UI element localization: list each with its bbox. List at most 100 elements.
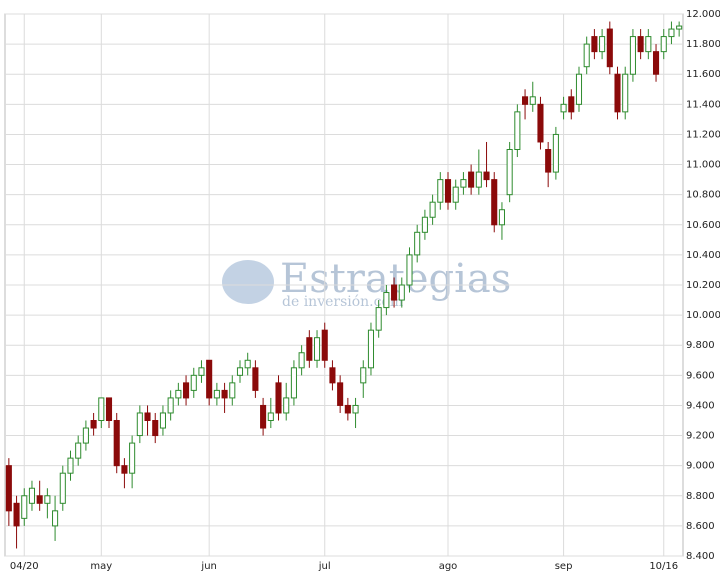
x-tick-label: jun bbox=[200, 561, 216, 572]
candle-body bbox=[198, 367, 205, 376]
candle-body bbox=[313, 337, 321, 361]
candle-body bbox=[652, 51, 660, 75]
y-tick-label: 8.400 bbox=[686, 551, 715, 562]
candle-body bbox=[444, 179, 452, 203]
candle-body bbox=[28, 487, 36, 504]
candle-body bbox=[414, 231, 421, 256]
candle-body bbox=[637, 36, 644, 53]
candle-body bbox=[560, 103, 567, 113]
candle-body bbox=[90, 420, 97, 429]
candle-body bbox=[329, 367, 336, 384]
candle-body bbox=[152, 420, 159, 437]
y-tick-label: 10.600 bbox=[686, 220, 720, 231]
candle-body bbox=[360, 367, 367, 384]
candle-body bbox=[483, 171, 490, 181]
candle-body bbox=[491, 179, 498, 226]
candle-body bbox=[337, 382, 344, 406]
candle-body bbox=[676, 25, 683, 30]
candle-body bbox=[583, 43, 590, 68]
candle-body bbox=[321, 329, 328, 361]
candle-body bbox=[529, 96, 536, 105]
candle-body bbox=[260, 404, 267, 429]
watermark: Estrategias de inversión.com bbox=[222, 256, 511, 310]
candle-body bbox=[36, 495, 43, 504]
y-tick-label: 11.000 bbox=[686, 160, 720, 171]
candle-body bbox=[552, 133, 559, 173]
x-tick-label: 04/20 bbox=[10, 561, 39, 572]
candle-body bbox=[429, 201, 436, 218]
candle-body bbox=[52, 510, 59, 527]
candle-body bbox=[475, 171, 482, 188]
candle-body bbox=[437, 179, 444, 203]
y-tick-label: 9.600 bbox=[686, 370, 715, 381]
candle-body bbox=[506, 149, 513, 196]
candle-body bbox=[290, 367, 297, 399]
candle-body bbox=[367, 329, 375, 369]
candle-body bbox=[599, 36, 606, 53]
candle-body bbox=[568, 96, 575, 113]
candle-body bbox=[645, 36, 652, 53]
y-tick-label: 10.800 bbox=[686, 190, 720, 201]
candle-body bbox=[221, 389, 228, 399]
candle-body bbox=[383, 292, 390, 309]
y-tick-label: 11.800 bbox=[686, 39, 720, 50]
candle-body bbox=[267, 412, 274, 422]
candle-body bbox=[275, 382, 282, 414]
candle-body bbox=[391, 284, 398, 301]
x-tick-label: may bbox=[90, 561, 112, 572]
watermark-logo bbox=[222, 260, 274, 304]
candle-body bbox=[522, 96, 529, 105]
candle-body bbox=[129, 442, 136, 474]
candle-body bbox=[190, 374, 197, 391]
candle-body bbox=[13, 502, 20, 527]
candle-body bbox=[398, 284, 405, 301]
candle-body bbox=[406, 254, 413, 286]
watermark-subtext: de inversión.com bbox=[282, 294, 403, 310]
candle-body bbox=[629, 36, 636, 75]
candle-body bbox=[67, 457, 74, 474]
candle-body bbox=[591, 36, 598, 53]
y-tick-label: 12.000 bbox=[686, 9, 720, 20]
x-tick-label: ago bbox=[439, 561, 458, 572]
candle-body bbox=[606, 28, 613, 68]
candle-body bbox=[206, 359, 213, 399]
candle-body bbox=[98, 397, 105, 421]
candle-body bbox=[44, 495, 51, 504]
y-tick-label: 10.400 bbox=[686, 250, 720, 261]
candle-body bbox=[5, 465, 12, 512]
candle-body bbox=[144, 412, 151, 422]
candle-body bbox=[306, 337, 313, 361]
y-tick-label: 10.000 bbox=[686, 310, 720, 321]
candle-body bbox=[283, 397, 290, 414]
x-tick-label: 10/16 bbox=[649, 561, 678, 572]
candle-body bbox=[252, 367, 259, 391]
candle-body bbox=[213, 389, 220, 399]
y-tick-label: 10.200 bbox=[686, 280, 720, 291]
candle-body bbox=[236, 367, 244, 376]
y-tick-label: 9.400 bbox=[686, 400, 715, 411]
candle-body bbox=[545, 149, 552, 173]
candle-body bbox=[167, 397, 174, 414]
candle-body bbox=[622, 73, 629, 113]
candle-body bbox=[121, 465, 128, 474]
candle-body bbox=[452, 186, 459, 203]
candle-body bbox=[229, 382, 236, 399]
y-tick-label: 9.000 bbox=[686, 461, 715, 472]
candle-body bbox=[421, 216, 428, 233]
candle-body bbox=[244, 359, 251, 369]
candle-body bbox=[660, 36, 667, 53]
candle-body bbox=[75, 442, 82, 459]
candle-body bbox=[498, 209, 505, 226]
y-tick-label: 8.800 bbox=[686, 491, 715, 502]
candle-body bbox=[614, 73, 621, 113]
candle-body bbox=[175, 389, 182, 399]
candle-body bbox=[113, 420, 120, 467]
candle-body bbox=[159, 412, 166, 429]
candle-body bbox=[460, 179, 467, 188]
candle-body bbox=[183, 382, 190, 399]
candle-body bbox=[136, 412, 143, 437]
candle-body bbox=[82, 427, 89, 444]
candle-body bbox=[668, 28, 675, 38]
x-tick-label: jul bbox=[318, 561, 331, 572]
